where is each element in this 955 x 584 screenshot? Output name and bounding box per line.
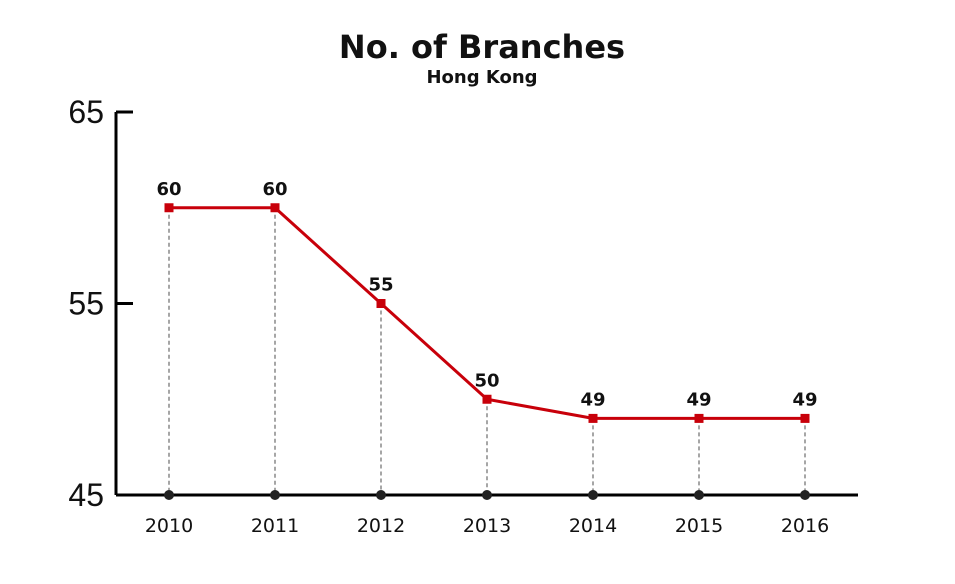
data-label: 60 (262, 179, 287, 200)
x-tick-label: 2013 (463, 515, 511, 537)
baseline-markers (164, 490, 810, 500)
data-point (164, 203, 174, 213)
data-label: 60 (156, 179, 181, 200)
baseline-marker (588, 490, 598, 500)
drop-lines (168, 207, 806, 495)
data-point (376, 299, 386, 308)
x-tick-label: 2012 (357, 515, 405, 537)
baseline-marker (800, 490, 810, 500)
data-point (270, 203, 280, 213)
data-point (482, 394, 492, 404)
labels-group: 60 60 55 50 49 49 49 (156, 179, 817, 411)
baseline-marker (694, 490, 704, 500)
data-point (694, 413, 704, 423)
chart-subtitle: Hong Kong (426, 67, 537, 88)
x-tick-label: 2010 (145, 515, 193, 537)
x-tick-label: 2015 (675, 515, 723, 537)
chart-title: No. of Branches (339, 28, 625, 66)
baseline-marker (482, 490, 492, 500)
data-point (800, 413, 810, 423)
baseline-marker (376, 490, 386, 500)
axes: 45 55 65 2010 2011 2012 2013 2014 2015 2016 (68, 94, 858, 537)
x-tick-label: 2014 (569, 515, 617, 537)
y-tick-label: 55 (68, 286, 104, 322)
data-label: 49 (792, 389, 817, 410)
baseline-marker (270, 490, 280, 500)
y-tick-label: 65 (68, 94, 104, 130)
x-tick-label: 2016 (781, 515, 829, 537)
data-label: 50 (474, 370, 499, 391)
y-tick-label: 45 (68, 477, 104, 513)
data-point (588, 413, 598, 423)
data-label: 55 (368, 275, 393, 296)
data-label: 49 (686, 389, 711, 410)
series-group (164, 203, 810, 423)
x-tick-label: 2011 (251, 515, 299, 537)
baseline-marker (164, 490, 174, 500)
data-label: 49 (580, 389, 605, 410)
